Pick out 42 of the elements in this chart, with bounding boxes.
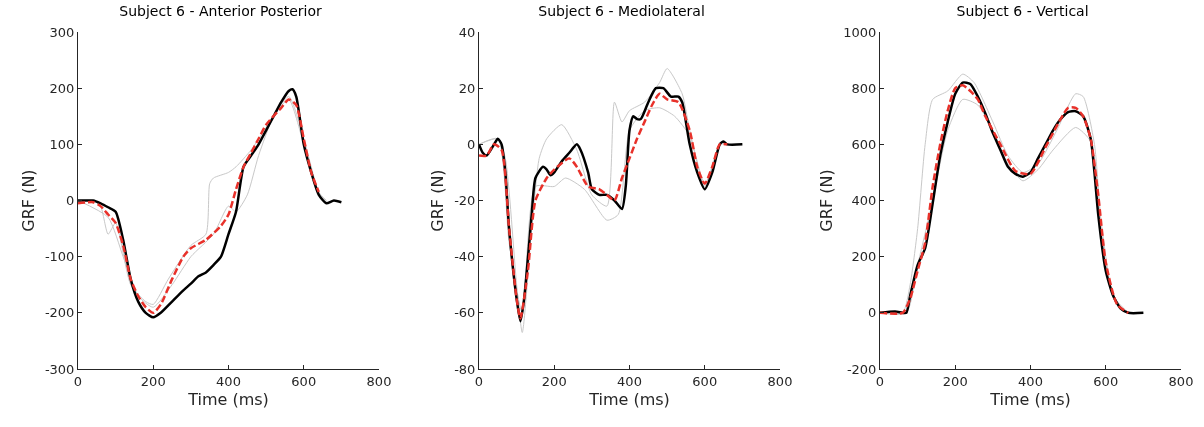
y-tick-label: 0 — [66, 193, 75, 209]
y-tick-label: -20 — [454, 193, 476, 209]
x-axis-title: Time (ms) — [588, 390, 670, 410]
y-tick-label: -200 — [846, 361, 877, 377]
y-axis-title: GRF (N) — [18, 169, 38, 232]
y-tick-label: 800 — [851, 80, 877, 96]
y-tick-label: 300 — [49, 24, 75, 40]
y-tick-label: -60 — [454, 305, 476, 321]
x-tick-label: 200 — [140, 373, 166, 389]
x-tick-label: 400 — [617, 373, 642, 389]
x-tick-label: 800 — [767, 373, 793, 389]
y-tick-label: -80 — [454, 361, 476, 377]
x-tick-label: 400 — [216, 373, 241, 389]
y-tick-label: 40 — [458, 24, 476, 40]
y-tick-label: 20 — [458, 80, 476, 96]
y-tick-label: 200 — [49, 80, 75, 96]
y-tick-label: -100 — [44, 249, 75, 265]
y-tick-label: -300 — [44, 361, 75, 377]
y-tick-label: 200 — [851, 249, 877, 265]
x-tick-label: 600 — [1093, 373, 1119, 389]
y-tick-label: -40 — [454, 249, 476, 265]
y-axis-title: GRF (N) — [428, 169, 448, 232]
y-tick-label: 1000 — [843, 24, 877, 40]
x-tick-label: 800 — [366, 373, 392, 389]
x-axis-title: Time (ms) — [187, 390, 269, 410]
y-tick-label: 400 — [851, 193, 877, 209]
x-tick-label: 200 — [541, 373, 567, 389]
x-tick-label: 600 — [291, 373, 317, 389]
x-tick-label: 400 — [1018, 373, 1043, 389]
y-axis-title: GRF (N) — [817, 169, 837, 232]
y-tick-label: 100 — [49, 136, 75, 152]
chart-title: Subject 6 - Vertical — [956, 3, 1089, 20]
y-tick-label: 0 — [467, 136, 476, 152]
x-axis-title: Time (ms) — [989, 390, 1071, 410]
chart-title: Subject 6 - Mediolateral — [538, 3, 705, 20]
x-tick-label: 800 — [1168, 373, 1194, 389]
x-tick-label: 200 — [942, 373, 968, 389]
y-tick-label: 0 — [868, 305, 877, 321]
x-tick-label: 600 — [692, 373, 718, 389]
chart-title: Subject 6 - Anterior Posterior — [119, 3, 323, 20]
y-tick-label: 600 — [851, 136, 877, 152]
y-tick-label: -200 — [44, 305, 75, 321]
